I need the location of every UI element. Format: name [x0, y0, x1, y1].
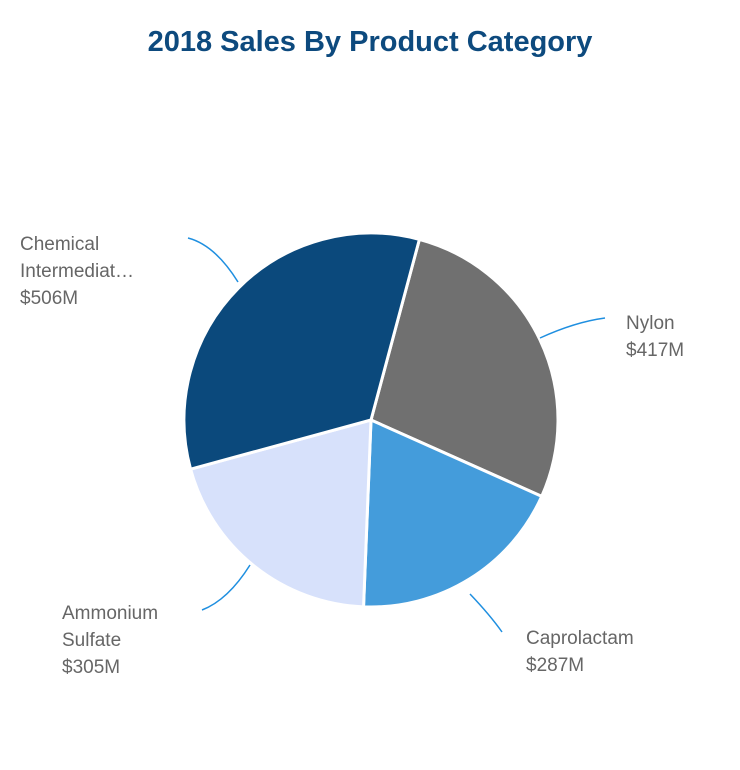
leader-line — [187, 237, 239, 283]
label-value: $305M — [62, 657, 121, 678]
pie-slice-nylon — [369, 237, 560, 499]
leader-line — [469, 593, 503, 633]
label-ammonium-sulfate: Ammonium Sulfate $305M — [62, 600, 158, 681]
label-value: $287M — [526, 655, 585, 676]
label-name: Nylon — [626, 313, 675, 334]
leader-line — [539, 317, 606, 339]
label-caprolactam: Caprolactam $287M — [526, 625, 634, 679]
label-chemical-intermediates: Chemical Intermediat… $506M — [20, 231, 134, 312]
label-name: Ammonium — [62, 603, 159, 624]
label-name: Sulfate — [62, 630, 122, 651]
label-nylon: Nylon $417M — [626, 310, 684, 364]
pie-slice-chemical-intermediates — [182, 231, 422, 471]
pie-slice-caprolactam — [361, 417, 544, 609]
label-value: $506M — [20, 288, 79, 309]
label-name: Caprolactam — [526, 628, 634, 649]
chart-title: 2018 Sales By Product Category — [147, 26, 593, 58]
label-name: Intermediat… — [20, 261, 135, 282]
label-name: Chemical — [20, 234, 100, 255]
leader-line — [201, 564, 251, 611]
pie-slice-ammonium-sulfate — [188, 418, 373, 609]
label-value: $417M — [626, 340, 685, 361]
